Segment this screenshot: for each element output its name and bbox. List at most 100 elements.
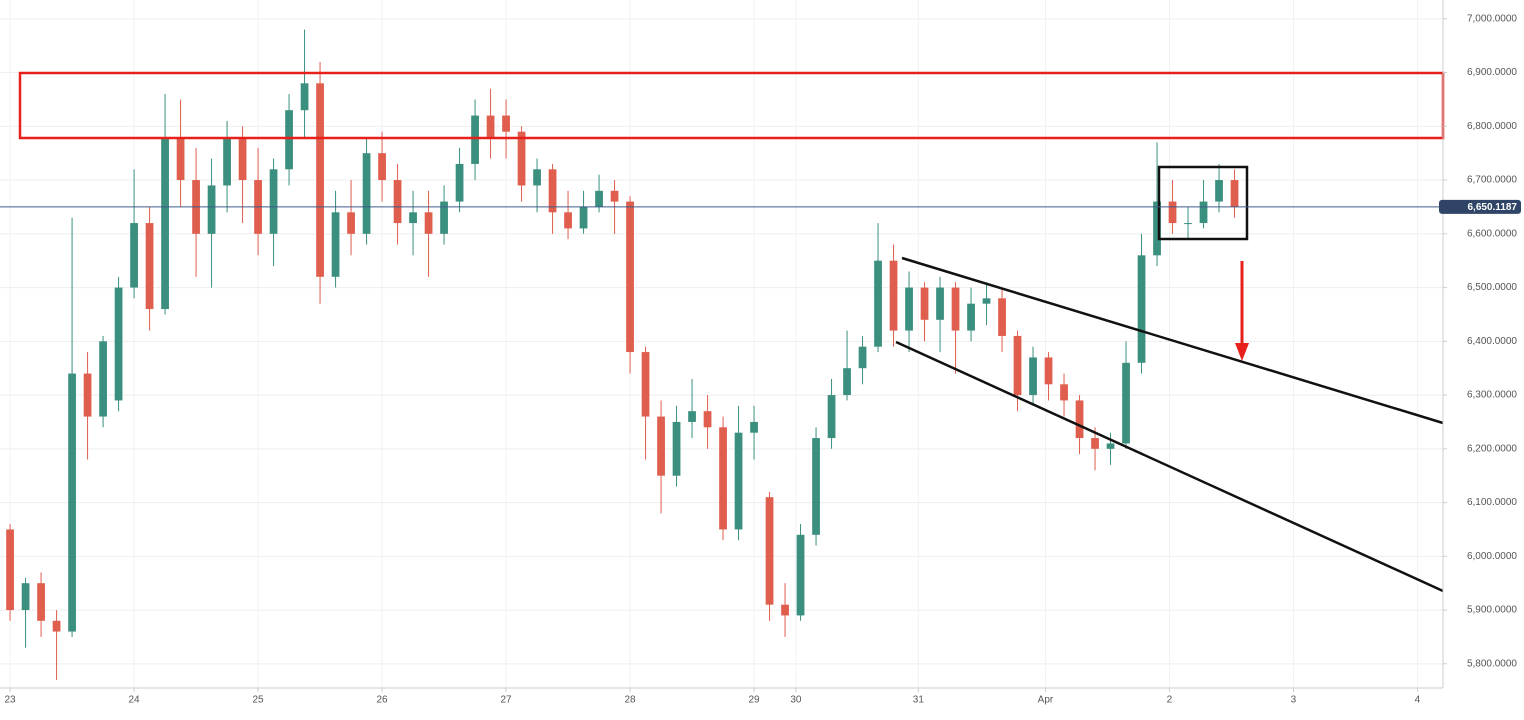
candle-body — [83, 373, 92, 417]
candle-body — [1075, 400, 1084, 439]
y-tick-label: 6,200.0000 — [1467, 443, 1517, 454]
candle-body — [455, 163, 464, 202]
candle-body — [765, 497, 774, 605]
candle-body — [362, 153, 371, 234]
x-tick-label: 25 — [253, 695, 265, 706]
candle-body — [1091, 438, 1099, 449]
candle-body — [750, 421, 758, 433]
grid — [0, 0, 1443, 688]
candle-body — [269, 169, 278, 234]
y-tick-label: 6,700.0000 — [1467, 175, 1517, 186]
x-tick-label: 24 — [129, 695, 141, 706]
x-tick-label: 30 — [790, 695, 802, 706]
candle-body — [688, 411, 696, 422]
candle-body — [6, 529, 14, 611]
candle-body — [1215, 180, 1223, 202]
x-tick-label: 4 — [1415, 695, 1421, 706]
arrow-head — [1235, 343, 1249, 361]
candle-body — [145, 223, 154, 310]
y-tick-label: 6,100.0000 — [1467, 497, 1517, 508]
candle-body — [347, 212, 355, 234]
candle-body — [657, 416, 665, 476]
x-tick-label: 29 — [748, 695, 760, 706]
resistance-zone — [18, 71, 1445, 140]
candle-body — [827, 395, 836, 439]
candles — [6, 29, 1239, 680]
candle-body — [1122, 362, 1130, 444]
candle-body — [812, 438, 820, 535]
candle-body — [1137, 255, 1146, 363]
y-tick-label: 6,800.0000 — [1467, 121, 1517, 132]
candle-body — [548, 169, 557, 213]
candle-body — [238, 137, 247, 181]
candle-body — [626, 201, 634, 353]
x-tick-label: 26 — [376, 695, 388, 706]
candle-body — [610, 190, 619, 202]
y-tick-label: 6,000.0000 — [1467, 551, 1517, 562]
candle-body — [176, 137, 185, 181]
candle-body — [533, 169, 541, 186]
candle-body — [37, 583, 45, 621]
trendline-lower — [895, 340, 1444, 593]
candle-body — [874, 260, 882, 347]
x-tick-label: Apr — [1038, 695, 1054, 706]
annotations — [18, 71, 1445, 593]
candle-body — [114, 287, 123, 401]
y-tick-label: 6,600.0000 — [1467, 228, 1517, 239]
candle-body — [1184, 223, 1192, 225]
y-tick-label: 5,800.0000 — [1467, 658, 1517, 669]
candle-body — [378, 153, 386, 181]
candle-body — [409, 212, 417, 224]
x-tick-label: 2 — [1167, 695, 1173, 706]
candle-body — [517, 131, 526, 186]
candle-body — [1106, 443, 1115, 449]
candle-body — [796, 534, 805, 616]
last-price-label: 6,650.1187 — [1468, 202, 1518, 213]
candle-body — [1044, 357, 1053, 385]
candle-body — [967, 303, 975, 331]
candle-body — [130, 223, 138, 288]
x-tick-label: 3 — [1291, 695, 1297, 706]
candle-body — [951, 287, 960, 331]
candle-body — [285, 110, 293, 170]
candle-body — [331, 212, 340, 277]
candle-body — [440, 201, 448, 234]
candle-body — [207, 185, 216, 234]
candle-body — [889, 260, 898, 331]
candle-body — [579, 206, 588, 229]
candle-body — [1013, 335, 1022, 396]
candle-body — [316, 83, 324, 277]
candle-body — [1029, 357, 1037, 396]
candle-body — [920, 287, 929, 320]
candle-body — [1168, 201, 1177, 224]
candle-body — [223, 137, 231, 186]
candle-body — [161, 137, 169, 310]
consolidation-box — [1157, 165, 1249, 241]
candle-body — [21, 583, 30, 611]
candle-body — [998, 298, 1006, 336]
candle-body — [672, 421, 681, 476]
candle-body — [502, 115, 510, 132]
candle-body — [719, 427, 727, 530]
candle-body — [703, 411, 712, 428]
candle-body — [1153, 201, 1161, 256]
last-price-badge — [1439, 199, 1521, 214]
y-tick-label: 6,400.0000 — [1467, 336, 1517, 347]
candle-body — [1230, 180, 1239, 207]
candle-body — [1060, 384, 1068, 401]
candle-body — [99, 341, 107, 417]
candle-body — [734, 432, 743, 530]
candle-body — [641, 352, 650, 417]
y-tick-label: 5,900.0000 — [1467, 605, 1517, 616]
y-tick-label: 7,000.0000 — [1467, 13, 1517, 24]
candle-body — [858, 346, 867, 369]
candle-body — [424, 212, 433, 234]
candle-body — [595, 190, 603, 207]
x-tick-label: 27 — [500, 695, 512, 706]
candle-body — [471, 115, 479, 164]
x-tick-label: 23 — [5, 695, 17, 706]
trendline-upper — [901, 256, 1444, 425]
y-tick-label: 6,500.0000 — [1467, 282, 1517, 293]
x-tick-label: 28 — [624, 695, 636, 706]
